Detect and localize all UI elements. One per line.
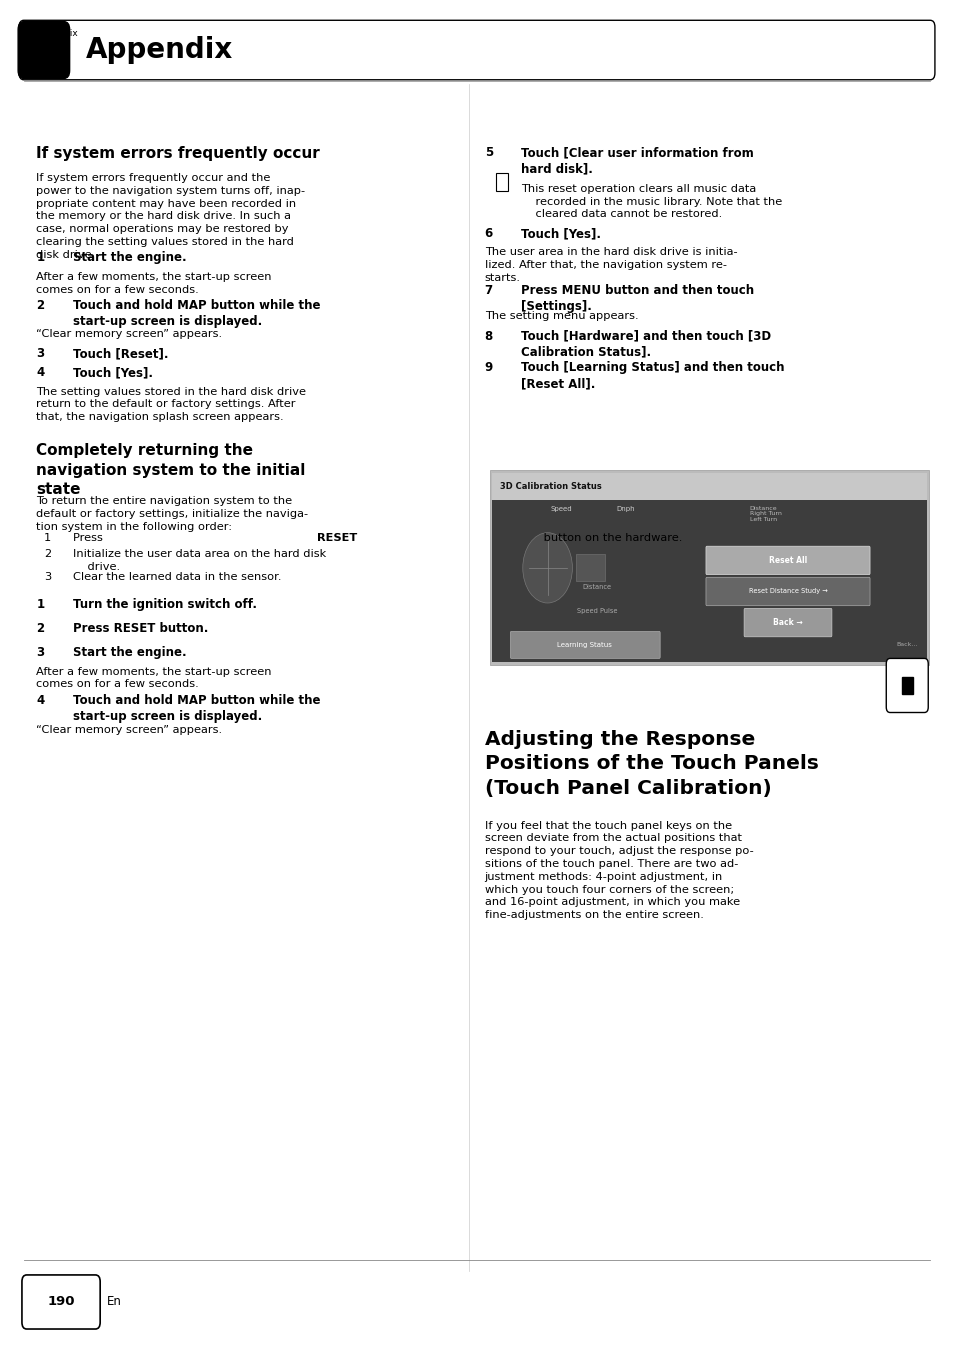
FancyBboxPatch shape: [705, 546, 869, 575]
Text: Turn the ignition switch off.: Turn the ignition switch off.: [72, 598, 256, 611]
Text: Completely returning the
navigation system to the initial
state: Completely returning the navigation syst…: [36, 443, 305, 496]
Text: Initialize the user data area on the hard disk
    drive.: Initialize the user data area on the har…: [72, 549, 325, 572]
Text: 3: 3: [36, 347, 45, 361]
Text: 1: 1: [36, 251, 45, 265]
Text: 190: 190: [48, 1295, 74, 1309]
Text: If system errors frequently occur: If system errors frequently occur: [36, 146, 319, 161]
Text: Appendix: Appendix: [86, 37, 233, 64]
Circle shape: [522, 533, 572, 603]
Text: Touch [Clear user information from
hard disk].: Touch [Clear user information from hard …: [520, 146, 753, 174]
Bar: [496, 173, 508, 191]
Text: “Clear memory screen” appears.: “Clear memory screen” appears.: [36, 725, 222, 734]
Bar: [492, 473, 926, 500]
Text: Appendix: Appendix: [36, 28, 79, 38]
Text: 3D Calibration Status: 3D Calibration Status: [499, 483, 601, 491]
Text: Touch [Learning Status] and then touch
[Reset All].: Touch [Learning Status] and then touch […: [520, 361, 783, 389]
FancyBboxPatch shape: [19, 20, 934, 80]
Text: The user area in the hard disk drive is initia-
lized. After that, the navigatio: The user area in the hard disk drive is …: [484, 247, 737, 283]
Text: 1: 1: [44, 533, 51, 542]
Text: To return the entire navigation system to the
default or factory settings, initi: To return the entire navigation system t…: [36, 496, 308, 531]
Bar: [492, 473, 926, 662]
Text: 2: 2: [44, 549, 51, 558]
Text: 4: 4: [36, 694, 45, 707]
FancyBboxPatch shape: [743, 608, 831, 637]
Text: Reset Distance Study →: Reset Distance Study →: [748, 588, 826, 595]
Text: 8: 8: [484, 330, 493, 343]
Bar: [490, 470, 928, 665]
Text: 1: 1: [36, 598, 45, 611]
Text: This reset operation clears all music data
    recorded in the music library. No: This reset operation clears all music da…: [520, 184, 781, 219]
FancyBboxPatch shape: [705, 577, 869, 606]
Text: Press MENU button and then touch
[Settings].: Press MENU button and then touch [Settin…: [520, 284, 753, 312]
Text: Touch [Hardware] and then touch [3D
Calibration Status].: Touch [Hardware] and then touch [3D Cali…: [520, 330, 770, 358]
Text: Back...: Back...: [896, 642, 917, 648]
FancyBboxPatch shape: [885, 658, 927, 713]
Text: En: En: [107, 1295, 122, 1309]
Text: Distance
Right Turn
Left Turn: Distance Right Turn Left Turn: [749, 506, 781, 522]
FancyBboxPatch shape: [510, 631, 659, 658]
Bar: [576, 554, 604, 581]
FancyBboxPatch shape: [18, 22, 70, 78]
Text: Back →: Back →: [772, 618, 802, 627]
Text: Adjusting the Response
Positions of the Touch Panels
(Touch Panel Calibration): Adjusting the Response Positions of the …: [484, 730, 818, 798]
Text: Distance: Distance: [582, 584, 611, 589]
Text: Press: Press: [72, 533, 106, 542]
Text: The setting values stored in the hard disk drive
return to the default or factor: The setting values stored in the hard di…: [36, 387, 306, 422]
FancyBboxPatch shape: [22, 1275, 100, 1329]
Text: Touch and hold MAP button while the
start-up screen is displayed.: Touch and hold MAP button while the star…: [72, 694, 319, 722]
Text: If system errors frequently occur and the
power to the navigation system turns o: If system errors frequently occur and th…: [36, 173, 305, 260]
Text: 9: 9: [484, 361, 493, 375]
Text: RESET: RESET: [316, 533, 356, 542]
Text: 4: 4: [36, 366, 45, 380]
Text: Touch [Reset].: Touch [Reset].: [72, 347, 168, 361]
Text: 3: 3: [44, 572, 51, 581]
Text: 2: 2: [36, 299, 45, 312]
Text: Learning Status: Learning Status: [557, 642, 612, 648]
Text: Reset All: Reset All: [768, 556, 806, 565]
Bar: [901, 677, 912, 694]
Text: button on the hardware.: button on the hardware.: [539, 533, 682, 542]
Text: Start the engine.: Start the engine.: [72, 646, 186, 660]
Text: Start the engine.: Start the engine.: [72, 251, 186, 265]
Text: 3: 3: [36, 646, 45, 660]
Text: 7: 7: [484, 284, 493, 297]
Text: “Clear memory screen” appears.: “Clear memory screen” appears.: [36, 329, 222, 338]
Text: 5: 5: [484, 146, 493, 160]
Text: Touch [Yes].: Touch [Yes].: [520, 227, 600, 241]
Text: After a few moments, the start-up screen
comes on for a few seconds.: After a few moments, the start-up screen…: [36, 272, 272, 295]
Text: Speed Pulse: Speed Pulse: [577, 608, 617, 614]
Text: The setting menu appears.: The setting menu appears.: [484, 311, 638, 320]
Text: Clear the learned data in the sensor.: Clear the learned data in the sensor.: [72, 572, 281, 581]
Text: Touch [Yes].: Touch [Yes].: [72, 366, 152, 380]
Text: Dnph: Dnph: [616, 506, 635, 511]
Text: If you feel that the touch panel keys on the
screen deviate from the actual posi: If you feel that the touch panel keys on…: [484, 821, 753, 921]
Text: After a few moments, the start-up screen
comes on for a few seconds.: After a few moments, the start-up screen…: [36, 667, 272, 690]
Text: Speed: Speed: [550, 506, 571, 511]
Text: 6: 6: [484, 227, 493, 241]
Text: 2: 2: [36, 622, 45, 635]
Text: Press RESET button.: Press RESET button.: [72, 622, 208, 635]
Text: Touch and hold MAP button while the
start-up screen is displayed.: Touch and hold MAP button while the star…: [72, 299, 319, 327]
